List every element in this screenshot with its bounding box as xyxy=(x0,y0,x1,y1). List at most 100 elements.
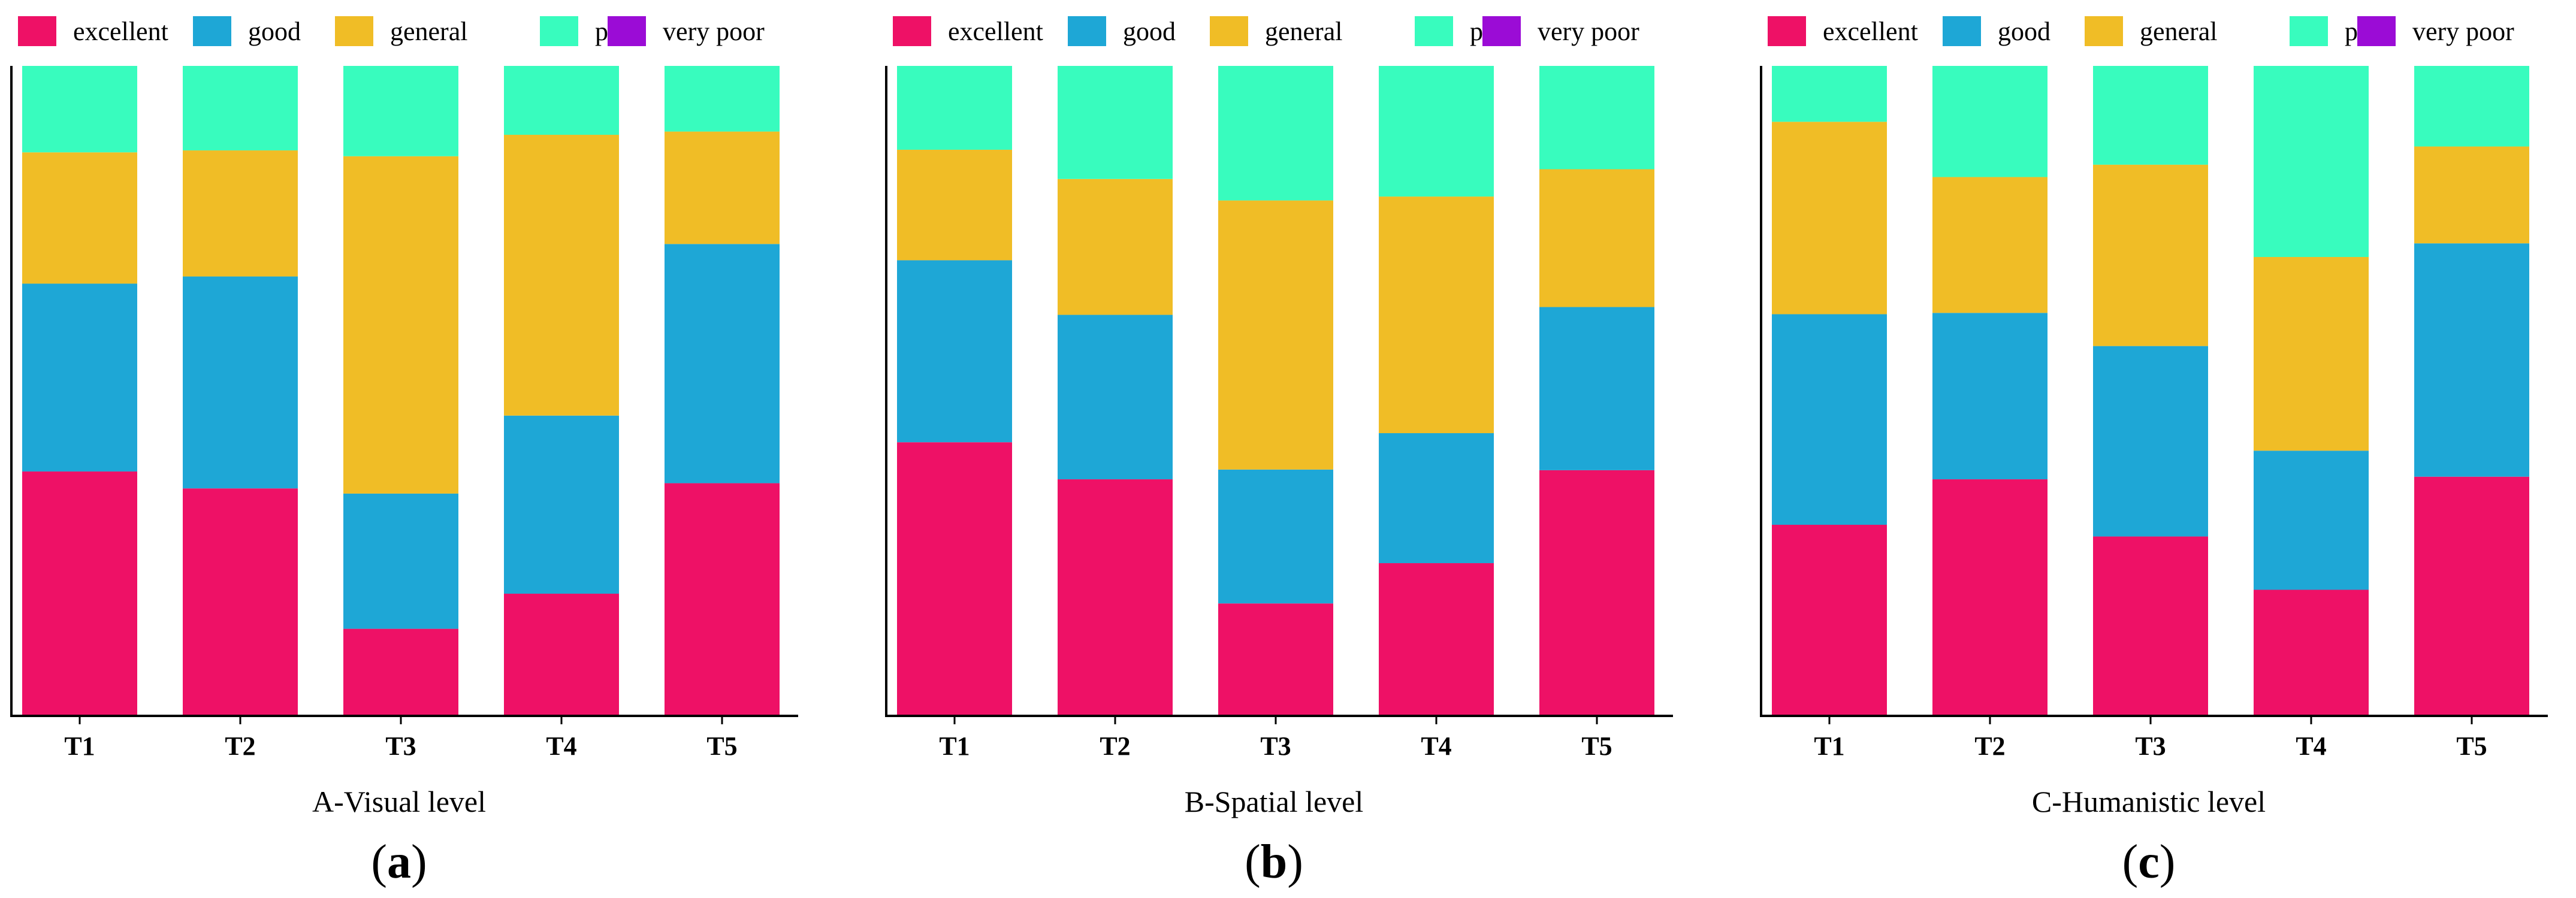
bar-segment-t5-poor xyxy=(665,66,780,132)
bar-segment-t2-excellent xyxy=(1058,479,1173,716)
bar-segment-t4-poor xyxy=(1379,66,1494,197)
bar-segment-t1-general xyxy=(1772,122,1887,315)
bar-segment-t5-good xyxy=(2414,243,2529,477)
legend-label: excellent xyxy=(948,17,1043,46)
panel-label: (a) xyxy=(371,836,427,888)
bar-segment-t3-good xyxy=(343,493,458,629)
legend: excellentgoodgeneralpoorvery poor xyxy=(18,16,765,46)
bar-segment-t4-poor xyxy=(2254,66,2369,257)
panel-label: (c) xyxy=(2122,836,2176,888)
bar-segment-t5-excellent xyxy=(665,483,780,716)
legend-item: very poor xyxy=(2357,16,2514,46)
bar-segment-t2-general xyxy=(1058,179,1173,315)
bar-segment-t3-good xyxy=(1218,469,1333,604)
bar-segment-t2-poor xyxy=(1932,66,2047,177)
legend-swatch xyxy=(1943,16,1981,46)
legend-item: general xyxy=(335,16,467,46)
legend-label: general xyxy=(2140,17,2217,46)
legend-swatch xyxy=(2085,16,2123,46)
legend-swatch xyxy=(608,16,646,46)
x-tick-label: T2 xyxy=(225,731,255,761)
bar-segment-t5-poor xyxy=(2414,66,2529,147)
x-tick-label: T3 xyxy=(1260,731,1291,761)
bars xyxy=(22,66,780,716)
bar-segment-t2-poor xyxy=(183,66,298,151)
bar-segment-t3-general xyxy=(1218,200,1333,470)
x-tick-label: T3 xyxy=(385,731,416,761)
bar-segment-t3-general xyxy=(2093,164,2208,346)
x-tick-label: T2 xyxy=(1974,731,2005,761)
bar-segment-t4-good xyxy=(2254,450,2369,590)
bar-segment-t4-excellent xyxy=(2254,589,2369,716)
legend-label: general xyxy=(390,17,467,46)
x-tick-label: T4 xyxy=(2296,731,2326,761)
bar-segment-t2-good xyxy=(1058,315,1173,480)
legend-label: good xyxy=(1123,17,1176,46)
legend-label: very poor xyxy=(663,17,765,46)
bar-segment-t5-good xyxy=(1539,307,1654,470)
x-tick-label: T1 xyxy=(64,731,95,761)
legend-swatch xyxy=(335,16,373,46)
x-tick-label: T5 xyxy=(2456,731,2487,761)
legend-item: good xyxy=(1943,16,2050,46)
bar-segment-t3-poor xyxy=(1218,66,1333,201)
legend-swatch xyxy=(540,16,578,46)
legend: excellentgoodgeneralpoorvery poor xyxy=(1768,16,2514,46)
legend-swatch xyxy=(1482,16,1521,46)
bar-segment-t4-general xyxy=(1379,196,1494,434)
legend-swatch xyxy=(893,16,931,46)
legend-item: excellent xyxy=(1768,16,1918,46)
legend-item: excellent xyxy=(18,16,168,46)
panel-letter: c xyxy=(2138,836,2160,888)
chart-panel-a: excellentgoodgeneralpoorvery poorT1T2T3T… xyxy=(10,16,798,888)
legend-swatch xyxy=(1415,16,1453,46)
panel-letter: b xyxy=(1261,836,1288,888)
legend-label: good xyxy=(1998,17,2050,46)
bar-segment-t3-excellent xyxy=(2093,536,2208,716)
bar-segment-t1-good xyxy=(22,283,137,472)
bar-segment-t2-general xyxy=(1932,177,2047,313)
x-tick-label: T5 xyxy=(1581,731,1612,761)
bar-segment-t5-excellent xyxy=(1539,470,1654,716)
bar-segment-t4-general xyxy=(2254,256,2369,451)
legend-item: excellent xyxy=(893,16,1043,46)
bar-segment-t3-poor xyxy=(343,66,458,156)
legend-item: very poor xyxy=(1482,16,1639,46)
bar-segment-t1-excellent xyxy=(22,471,137,716)
legend-swatch xyxy=(1068,16,1106,46)
legend-item: good xyxy=(193,16,301,46)
bar-segment-t5-good xyxy=(665,244,780,483)
legend-item: very poor xyxy=(608,16,765,46)
legend-label: general xyxy=(1265,17,1342,46)
bar-segment-t1-general xyxy=(897,149,1012,261)
legend-swatch xyxy=(18,16,56,46)
x-axis-label: A-Visual level xyxy=(312,785,486,818)
bar-segment-t1-poor xyxy=(897,66,1012,150)
panel-letter: a xyxy=(387,836,411,888)
bars xyxy=(1772,66,2529,716)
chart-panel-c: excellentgoodgeneralpoorvery poorT1T2T3T… xyxy=(1760,16,2548,888)
legend-label: good xyxy=(248,17,301,46)
bar-segment-t4-general xyxy=(504,135,619,416)
legend-label: very poor xyxy=(1538,17,1639,46)
legend: excellentgoodgeneralpoorvery poor xyxy=(893,16,1639,46)
bar-segment-t4-good xyxy=(504,415,619,594)
legend-swatch xyxy=(2357,16,2396,46)
x-tick-label: T5 xyxy=(706,731,737,761)
panel-label: (b) xyxy=(1245,836,1303,888)
bar-segment-t3-poor xyxy=(2093,66,2208,165)
legend-label: excellent xyxy=(73,17,168,46)
bar-segment-t5-excellent xyxy=(2414,476,2529,716)
bar-segment-t1-poor xyxy=(1772,66,1887,122)
bar-segment-t4-poor xyxy=(504,66,619,135)
legend-item: general xyxy=(2085,16,2217,46)
x-axis-label: B-Spatial level xyxy=(1185,785,1364,818)
bar-segment-t2-good xyxy=(183,276,298,489)
bar-segment-t2-excellent xyxy=(1932,479,2047,716)
legend-label: very poor xyxy=(2412,17,2514,46)
legend-item: good xyxy=(1068,16,1176,46)
bar-segment-t4-good xyxy=(1379,433,1494,564)
bar-segment-t2-general xyxy=(183,150,298,277)
x-tick-label: T1 xyxy=(1814,731,1844,761)
bar-segment-t1-general xyxy=(22,152,137,284)
